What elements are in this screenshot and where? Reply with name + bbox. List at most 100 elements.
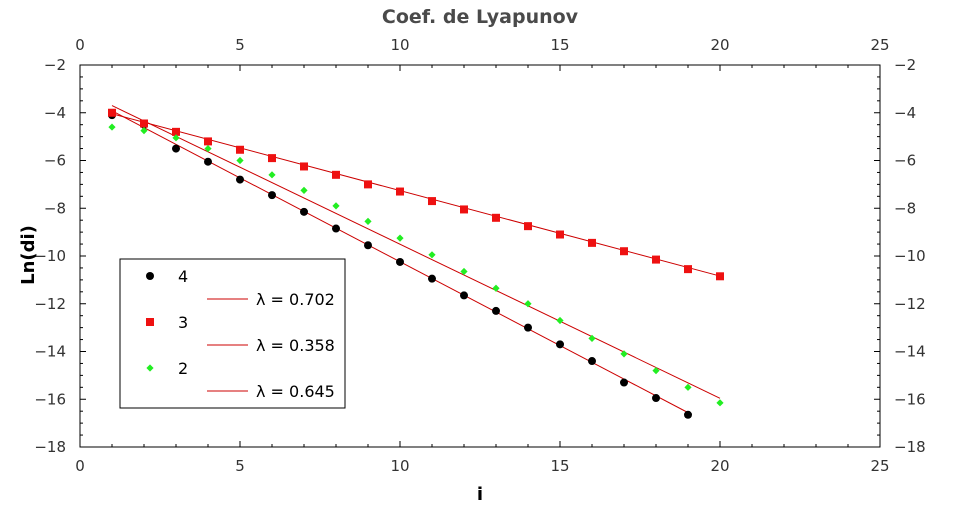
data-point-series-4	[588, 357, 596, 366]
x-tick-label-top: 5	[235, 36, 245, 54]
data-point-series-4	[556, 340, 564, 349]
legend-series-label: 3	[178, 313, 188, 332]
data-point-series-3	[652, 255, 660, 264]
data-point-series-4	[652, 394, 660, 403]
legend-box	[119, 258, 346, 409]
data-point-series-4	[364, 241, 372, 250]
y-tick-label-right: −12	[894, 295, 926, 313]
y-tick-label: −8	[44, 199, 66, 217]
data-point-series-2	[108, 123, 116, 131]
x-tick-label: 15	[550, 457, 569, 475]
data-point-series-4	[460, 291, 468, 300]
data-point-series-2	[652, 367, 660, 375]
data-point-series-3	[108, 108, 116, 117]
y-tick-label: −4	[44, 104, 66, 122]
data-point-series-3	[204, 137, 212, 146]
data-point-series-2	[620, 350, 628, 358]
y-tick-label: −2	[44, 56, 66, 74]
data-point-series-2	[364, 217, 372, 225]
x-tick-label: 10	[390, 457, 409, 475]
x-tick-label: 25	[870, 457, 889, 475]
data-points-layer	[108, 108, 724, 419]
data-point-series-3	[588, 238, 596, 247]
y-tick-label-right: −8	[894, 199, 916, 217]
data-point-series-2	[524, 300, 532, 308]
data-point-series-2	[396, 234, 404, 242]
data-point-series-2	[460, 267, 468, 276]
fit-line-series-3	[111, 113, 721, 277]
legend-marker-series-3	[146, 318, 154, 326]
y-tick-label-right: −10	[894, 247, 926, 265]
data-point-series-2	[492, 284, 500, 292]
data-point-series-3	[556, 230, 564, 239]
y-tick-label: −18	[34, 438, 66, 456]
data-point-series-3	[492, 213, 500, 222]
legend-marker-series-2	[146, 364, 154, 372]
x-tick-label-top: 10	[390, 36, 409, 54]
data-point-series-4	[396, 257, 404, 266]
data-point-series-2	[236, 156, 244, 165]
legend-series-label: 4	[178, 267, 188, 286]
data-point-series-2	[140, 127, 148, 135]
data-point-series-3	[428, 197, 436, 206]
x-tick-label: 0	[75, 457, 85, 475]
data-point-series-2	[204, 144, 212, 153]
data-point-series-4	[236, 175, 244, 184]
data-point-series-2	[684, 383, 692, 391]
data-point-series-2	[268, 171, 276, 179]
x-tick-label: 5	[235, 457, 245, 475]
data-point-series-3	[460, 205, 468, 214]
legend-fit-label: λ = 0.645	[256, 382, 335, 401]
data-point-series-2	[716, 399, 724, 407]
data-point-series-2	[588, 334, 596, 342]
x-tick-label-top: 20	[710, 36, 729, 54]
data-point-series-3	[236, 145, 244, 154]
y-tick-label-right: −16	[894, 390, 926, 408]
y-tick-label-right: −2	[894, 56, 916, 74]
data-point-series-2	[332, 202, 340, 210]
data-point-series-3	[716, 272, 724, 281]
x-tick-label-top: 0	[75, 36, 85, 54]
chart-title: Coef. de Lyapunov	[382, 6, 579, 28]
data-point-series-4	[268, 191, 276, 200]
legend: 4 λ = 0.702 3 λ = 0.358 2 λ = 0.645	[119, 258, 346, 409]
data-point-series-4	[172, 144, 180, 153]
data-point-series-3	[300, 162, 308, 171]
legend-series-label: 2	[178, 359, 188, 378]
legend-fit-label: λ = 0.358	[256, 336, 335, 355]
x-axis-title: i	[477, 484, 483, 505]
data-point-series-3	[684, 265, 692, 274]
y-tick-label: −10	[34, 247, 66, 265]
data-point-series-4	[300, 207, 308, 216]
data-point-series-2	[172, 134, 180, 142]
axes-layer: 0 0 5 5 10 10 15 15 20 20 25 25 −18 −18 −16 −16 −14 −14 −1…	[34, 36, 925, 475]
data-point-series-3	[172, 127, 180, 136]
data-point-series-3	[140, 119, 148, 128]
y-tick-label: −14	[34, 343, 66, 361]
y-tick-label: −6	[44, 152, 66, 170]
data-point-series-2	[556, 316, 564, 325]
y-axis-title: Ln(di)	[18, 225, 39, 285]
fit-line-series-2	[111, 105, 721, 399]
legend-fit-label: λ = 0.702	[256, 290, 335, 309]
data-point-series-4	[492, 306, 500, 315]
data-point-series-4	[524, 323, 532, 332]
data-point-series-3	[364, 180, 372, 189]
data-point-series-3	[396, 187, 404, 196]
x-tick-label-top: 15	[550, 36, 569, 54]
data-point-series-4	[428, 274, 436, 283]
data-point-series-2	[300, 186, 308, 194]
y-tick-label: −12	[34, 295, 66, 313]
data-point-series-4	[684, 410, 692, 419]
data-point-series-2	[428, 251, 436, 259]
y-tick-label-right: −6	[894, 152, 916, 170]
y-tick-label-right: −18	[894, 438, 926, 456]
data-point-series-4	[620, 378, 628, 387]
y-tick-label-right: −14	[894, 343, 926, 361]
x-tick-label: 20	[710, 457, 729, 475]
data-point-series-3	[620, 247, 628, 256]
y-tick-label-right: −4	[894, 104, 916, 122]
x-tick-label-top: 25	[870, 36, 889, 54]
data-point-series-3	[524, 222, 532, 231]
